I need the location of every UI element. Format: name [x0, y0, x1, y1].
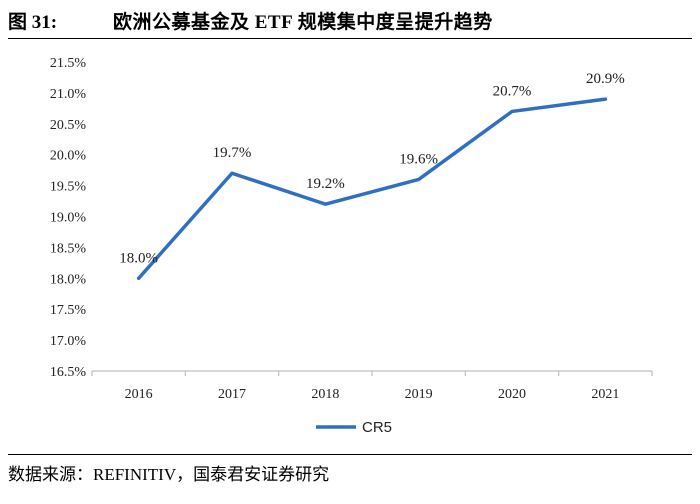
legend: CR5	[316, 419, 392, 436]
y-tick-label: 18.0%	[50, 272, 87, 287]
legend-label-cr5: CR5	[362, 419, 392, 436]
figure-header: 图 31: 欧洲公募基金及 ETF 规模集中度呈提升趋势	[8, 4, 692, 36]
footer-rule	[8, 454, 692, 455]
series-line-cr5	[136, 97, 608, 281]
x-tick-label: 2019	[405, 387, 433, 402]
y-tick-label: 17.5%	[50, 303, 87, 318]
data-label: 20.9%	[586, 71, 625, 87]
y-tick-label: 19.5%	[50, 180, 87, 195]
x-tick-label: 2018	[311, 387, 339, 402]
header-rule	[8, 38, 692, 39]
x-tick-label: 2021	[591, 387, 619, 402]
y-tick-label: 21.5%	[50, 56, 87, 71]
y-tick-label: 21.0%	[50, 87, 87, 102]
line-chart: 16.5% 17.0% 17.5% 18.0% 18.5% 19.0% 19.5% 20.0%…	[50, 56, 653, 436]
data-label: 19.7%	[213, 145, 252, 161]
data-label: 18.0%	[119, 250, 158, 266]
x-tick-label: 2017	[218, 387, 246, 402]
figure-title: 欧洲公募基金及 ETF 规模集中度呈提升趋势	[113, 11, 493, 33]
x-tick-label: 2020	[498, 387, 526, 402]
y-axis-ticks: 16.5% 17.0% 17.5% 18.0% 18.5% 19.0% 19.5% 20.0%…	[50, 56, 87, 380]
y-tick-label: 17.0%	[50, 334, 87, 349]
y-tick-label: 16.5%	[50, 365, 87, 380]
source-note: 数据来源：REFINITIV，国泰君安证券研究	[8, 465, 330, 484]
data-label: 19.6%	[399, 151, 438, 167]
data-label: 19.2%	[306, 176, 345, 192]
data-label: 20.7%	[493, 83, 532, 99]
x-axis-ticks: 2016 2017 2018 2019 2020 2021	[91, 371, 653, 402]
figure-number: 图 31:	[8, 11, 58, 33]
data-labels: 18.0% 19.7% 19.2% 19.6% 20.7% 20.9%	[119, 71, 624, 266]
y-tick-label: 20.0%	[50, 149, 87, 164]
y-tick-label: 18.5%	[50, 241, 87, 256]
x-tick-label: 2016	[125, 387, 153, 402]
y-tick-label: 19.0%	[50, 211, 87, 226]
y-tick-label: 20.5%	[50, 118, 87, 133]
